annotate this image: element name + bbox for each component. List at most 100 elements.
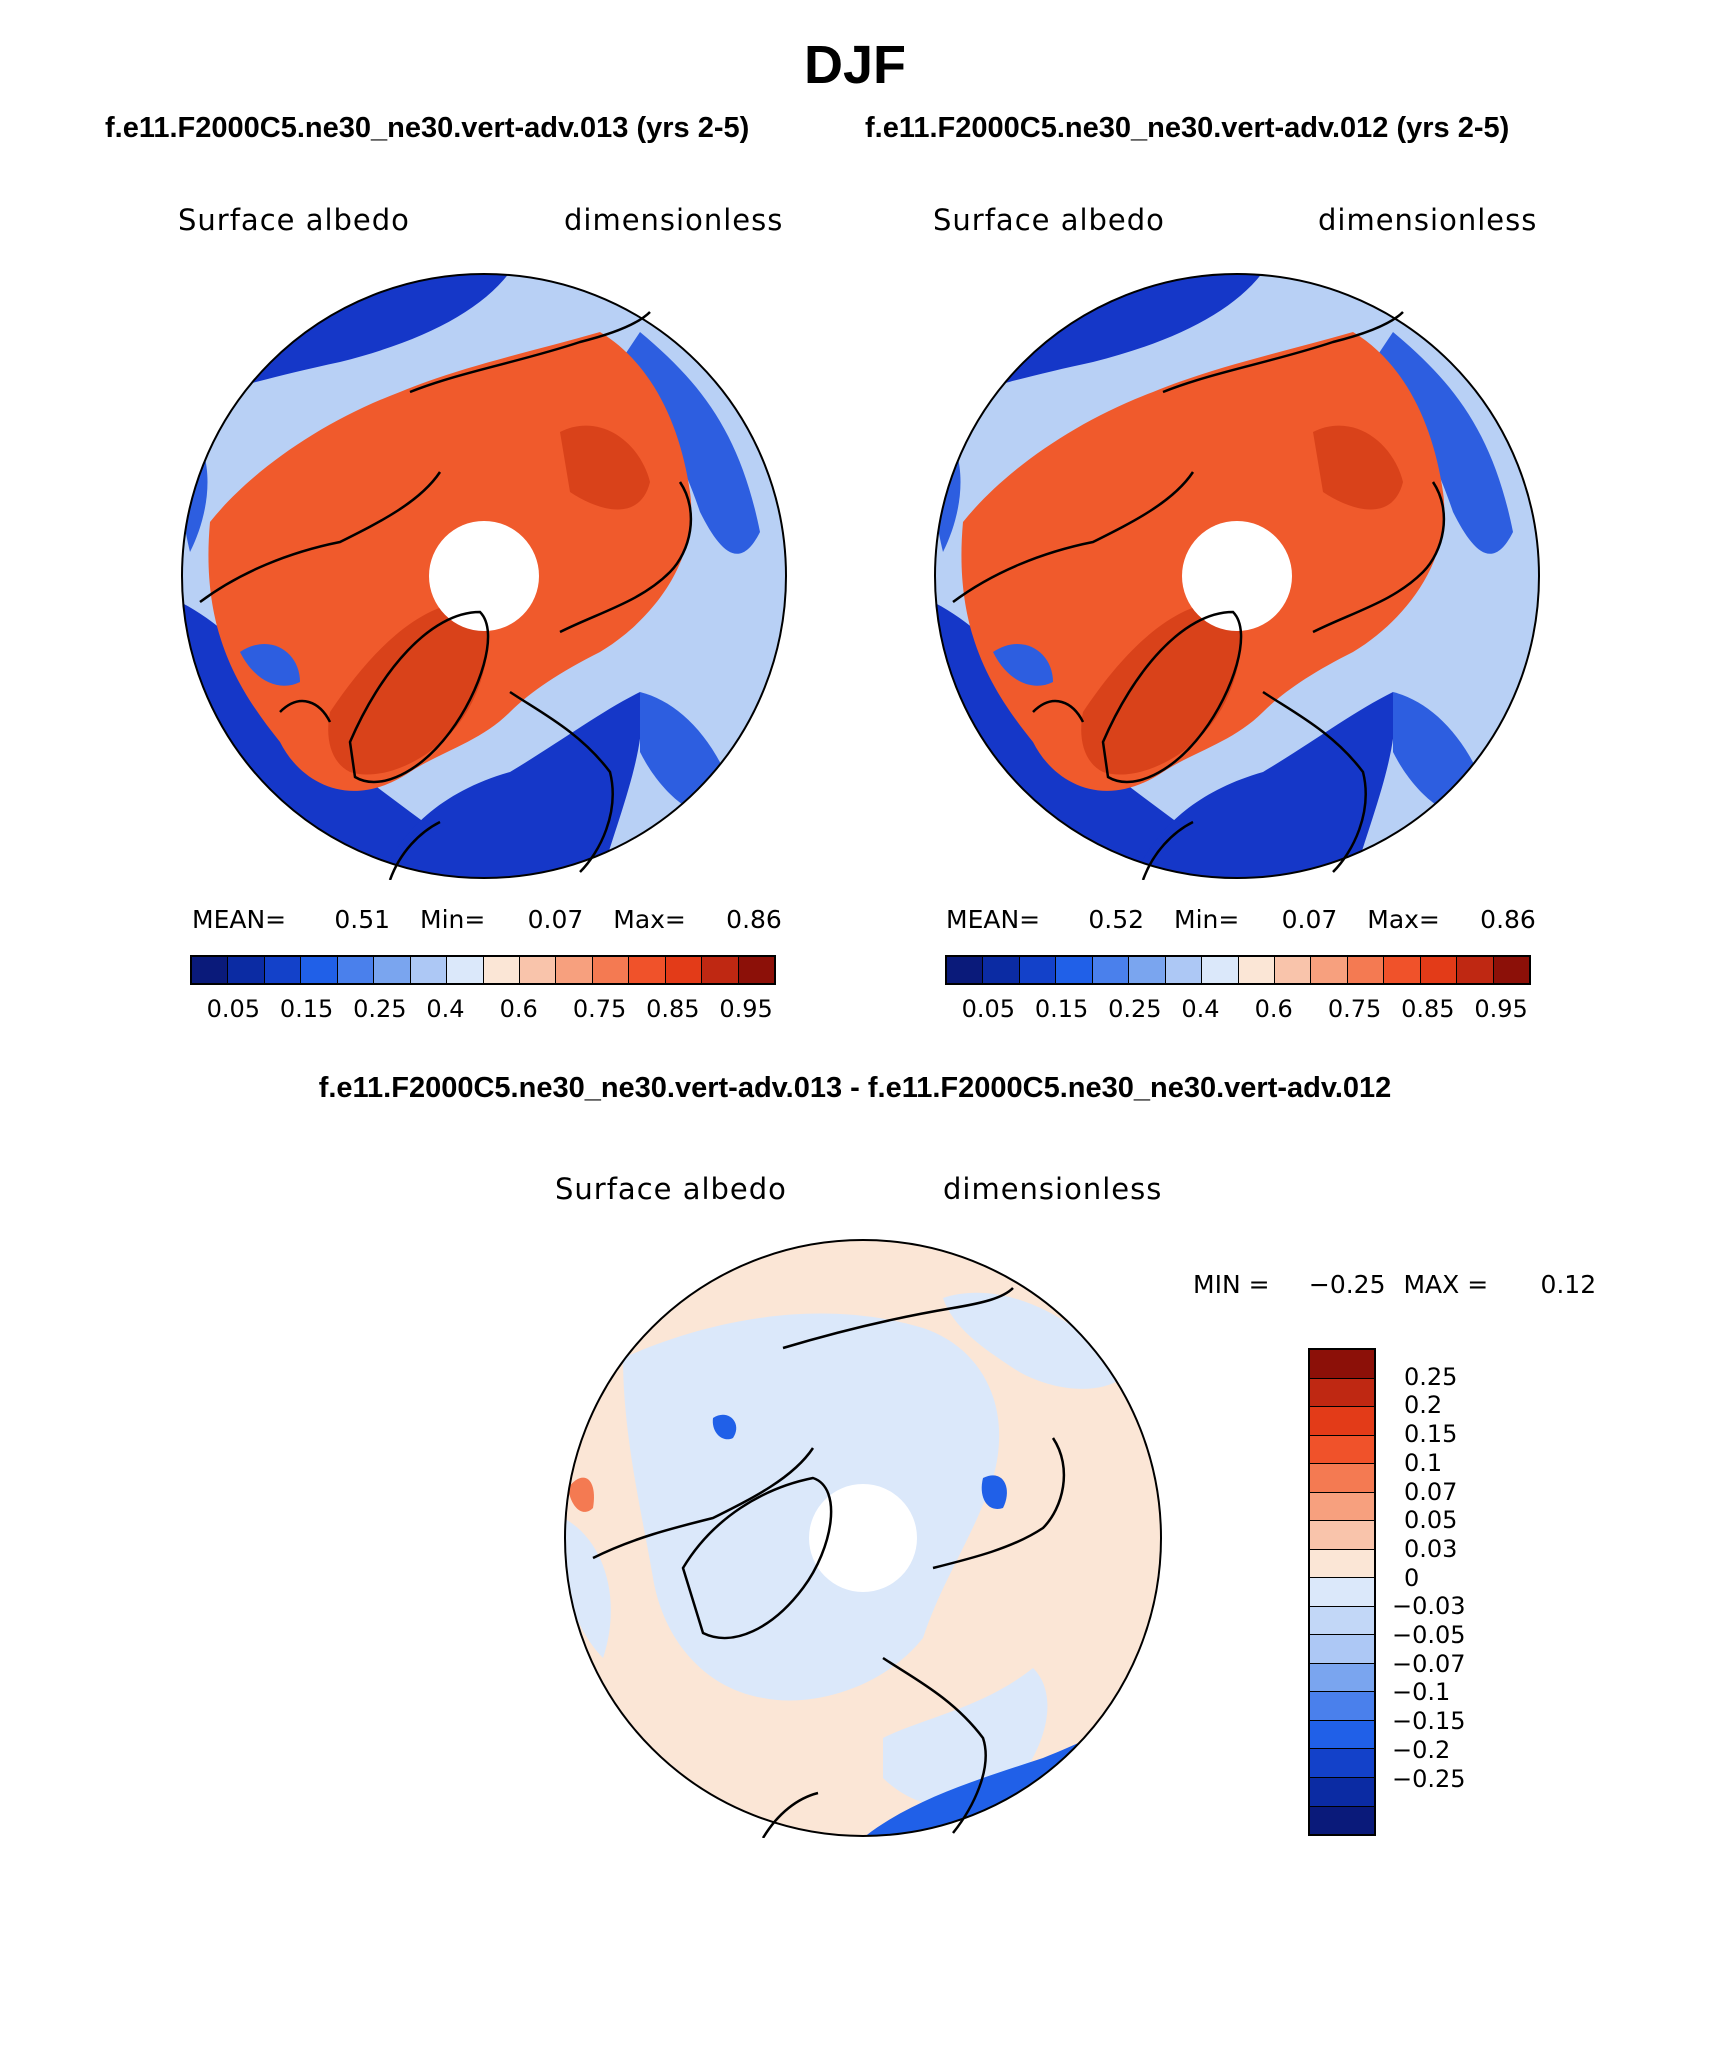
panel2-colorbar-tick-label: 0.85 (1401, 995, 1455, 1023)
panel3-colorbar-swatch (1310, 1521, 1374, 1550)
panel3-colorbar-swatch (1310, 1464, 1374, 1493)
panel1-colorbar-tick-label: 0.75 (572, 995, 627, 1023)
panel2-colorbar-tick-label: 0.15 (1034, 995, 1089, 1023)
panel1-colorbar-swatch (702, 957, 739, 983)
panel2-colorbar-swatch (1420, 957, 1458, 983)
map-region-d-neg (623, 1313, 1000, 1701)
panel1-colorbar-swatch (592, 957, 630, 983)
difference-title: f.e11.F2000C5.ne30_ne30.vert-adv.013 - f… (318, 1072, 1392, 1104)
panel1-colorbar-swatch (556, 957, 593, 983)
panel1-min-value: 0.07 (527, 905, 584, 934)
panel1-colorbar-swatch (410, 957, 448, 983)
panel2-min-value: 0.07 (1281, 905, 1338, 934)
panel2-albedo-field (935, 274, 1539, 878)
panel2-colorbar-swatch (1165, 957, 1203, 983)
panel3-difference-field (565, 1240, 1161, 1836)
panel1-min-label: Min= (420, 905, 486, 934)
panel2-colorbar-tick-label: 0.05 (961, 995, 1016, 1023)
panel1-colorbar-swatch (738, 957, 774, 983)
panel3-polar-map (564, 1239, 1162, 1838)
panel2-colorbar-swatch (1129, 957, 1166, 983)
left-case-title: f.e11.F2000C5.ne30_ne30.vert-adv.013 (yr… (105, 112, 750, 144)
panel2-colorbar (945, 955, 1531, 985)
panel1-colorbar-swatch (228, 957, 265, 983)
panel3-stats-line: MIN = −0.25 MAX = 0.12 (1193, 1270, 1596, 1299)
map-region-fill-mid (240, 643, 300, 686)
map-region-fill-peak (1081, 602, 1242, 775)
panel1-albedo-field (182, 274, 786, 878)
panel2-coastlines (952, 311, 1446, 880)
panel2-colorbar-swatch (1493, 957, 1529, 983)
panel2-colorbar-swatch (1092, 957, 1130, 983)
panel2-colorbar-swatch (1019, 957, 1057, 983)
panel1-colorbar-swatch (629, 957, 666, 983)
panel1-colorbar-swatch (337, 957, 375, 983)
panel1-colorbar-swatch (483, 957, 520, 983)
map-region-d-strong (712, 1414, 737, 1440)
panel3-colorbar-swatch (1310, 1378, 1374, 1408)
map-region-fill-low (380, 692, 642, 878)
panel1-polar-map (181, 273, 787, 880)
panel3-colorbar-label: −0.05 (1392, 1621, 1466, 1650)
panel1-colorbar-tick-label: 0.95 (719, 995, 773, 1023)
panel3-units: dimensionless (943, 1172, 1163, 1206)
map-region-fill-mid (1373, 332, 1513, 554)
panel3-colorbar-label: −0.1 (1392, 1678, 1451, 1707)
panel3-min-value: −0.25 (1308, 1270, 1386, 1299)
panel2-colorbar-tick-label: 0.6 (1254, 995, 1293, 1023)
panel3-max-label: MAX = (1403, 1270, 1489, 1299)
panel3-colorbar-swatch (1310, 1635, 1374, 1664)
panel2-colorbar-swatch (947, 957, 984, 983)
map-region-d-neg (565, 1518, 611, 1658)
panel3-colorbar-swatch (1310, 1350, 1374, 1379)
panel3-colorbar-swatch (1310, 1663, 1374, 1693)
panel2-map-border (934, 273, 1540, 879)
panel2-min-label: Min= (1174, 905, 1240, 934)
map-region-fill-peak (1313, 425, 1403, 510)
panel3-variable: Surface albedo (555, 1172, 787, 1206)
panel2-colorbar-swatch (1457, 957, 1494, 983)
panel1-colorbar-swatch (301, 957, 338, 983)
panel1-colorbar-tick-label: 0.6 (499, 995, 538, 1023)
panel1-colorbar-swatch (264, 957, 302, 983)
panel2-variable: Surface albedo (933, 203, 1165, 237)
panel2-colorbar-swatch (1384, 957, 1421, 983)
panel3-colorbar-labels: 0.25 0.2 0.15 0.1 0.07 0.05 0.03 0 −0.03 −0.05 −0.… (1392, 1348, 1536, 1836)
panel1-mean-label: MEAN= (192, 905, 287, 934)
panel3-colorbar-label: 0.1 (1404, 1448, 1443, 1477)
panel2-colorbar-swatch (1311, 957, 1348, 983)
panel2-polar-map (934, 273, 1540, 880)
panel1-units: dimensionless (564, 203, 784, 237)
panel1-colorbar-tick-label: 0.4 (426, 995, 465, 1023)
panel1-colorbar-swatch (519, 957, 557, 983)
panel3-colorbar-label: 0.15 (1404, 1420, 1458, 1449)
map-region-d-strong (981, 1475, 1007, 1509)
panel1-colorbar-tick-label: 0.05 (206, 995, 261, 1023)
panel3-colorbar-label: 0 (1404, 1563, 1420, 1592)
panel3-colorbar-label: −0.07 (1392, 1649, 1466, 1678)
panel2-colorbar-swatch (1202, 957, 1239, 983)
panel1-stats-line: MEAN= 0.51 Min= 0.07 Max= 0.86 (192, 905, 782, 934)
panel3-colorbar-label: −0.2 (1392, 1735, 1451, 1764)
map-region-fill-mid (620, 332, 760, 554)
panel2-colorbar-swatch (1274, 957, 1312, 983)
panel1-colorbar (190, 955, 776, 985)
panel2-mean-value: 0.52 (1088, 905, 1145, 934)
panel3-max-value: 0.12 (1540, 1270, 1597, 1299)
panel1-colorbar-tick-label: 0.25 (353, 995, 407, 1023)
panel2-colorbar-swatch (1056, 957, 1093, 983)
map-region-fill-peak (560, 425, 650, 510)
map-region-d-neg (943, 1292, 1123, 1389)
panel3-colorbar-label: 0.03 (1404, 1534, 1458, 1563)
panel1-map-border (181, 273, 787, 879)
panel3-colorbar (1308, 1348, 1376, 1836)
panel2-colorbar-swatch (983, 957, 1020, 983)
panel3-colorbar-swatch (1310, 1806, 1374, 1835)
panel1-colorbar-ticks: 0.05 0.15 0.25 0.4 0.6 0.75 0.85 0.95 (190, 995, 776, 1025)
panel1-coastlines (199, 311, 693, 880)
panel2-colorbar-tick-label: 0.4 (1181, 995, 1220, 1023)
panel2-stats-line: MEAN= 0.52 Min= 0.07 Max= 0.86 (946, 905, 1536, 934)
panel3-colorbar-swatch (1310, 1606, 1374, 1636)
panel2-colorbar-tick-label: 0.95 (1474, 995, 1528, 1023)
panel3-colorbar-swatch (1310, 1407, 1374, 1436)
